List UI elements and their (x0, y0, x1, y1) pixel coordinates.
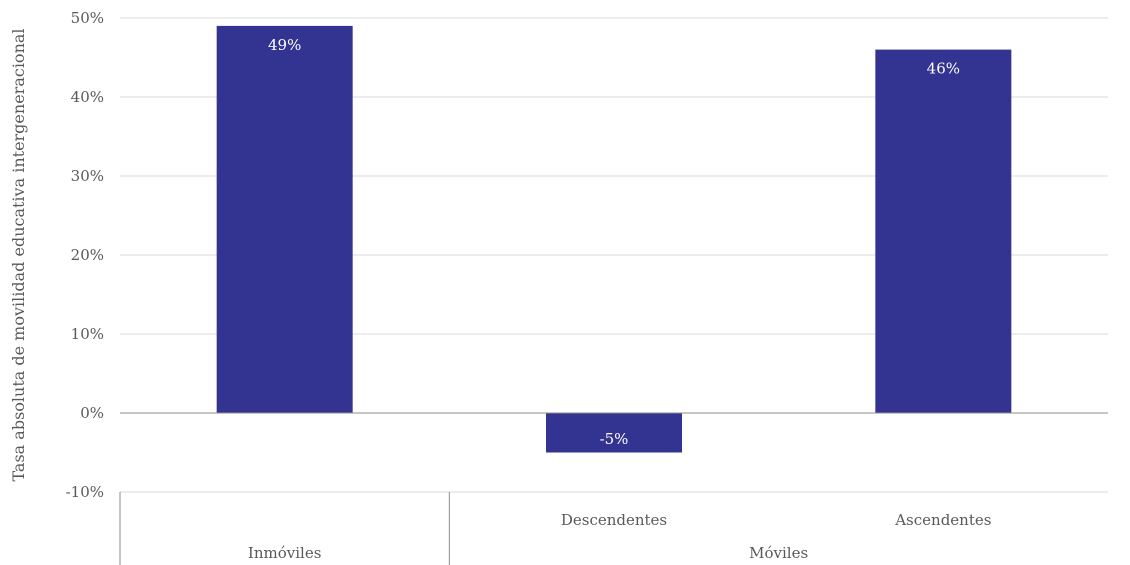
bar (546, 413, 682, 453)
y-tick-label: 20% (71, 246, 104, 264)
data-labels: 49% -5% 46% (268, 36, 960, 448)
y-tick-label: -10% (66, 483, 104, 501)
bar (875, 49, 1012, 413)
data-label: 46% (927, 60, 960, 78)
y-tick-label: 0% (80, 404, 104, 422)
y-tick-label: 10% (71, 325, 104, 343)
bar (216, 25, 353, 414)
category-label: Ascendentes (894, 511, 991, 529)
y-axis-ticks: -10% 0% 10% 20% 30% 40% 50% (66, 9, 104, 501)
data-label: -5% (600, 430, 629, 448)
group-label: Móviles (749, 544, 808, 562)
group-label: Inmóviles (248, 544, 321, 562)
x-axis-categories: Descendentes Ascendentes Inmóviles Móviles (119, 492, 991, 565)
data-label: 49% (268, 36, 301, 54)
y-tick-label: 50% (71, 9, 104, 27)
y-axis-title: Tasa absoluta de movilidad educativa int… (9, 28, 28, 481)
category-label: Descendentes (561, 511, 667, 529)
bars (120, 25, 1108, 453)
y-tick-label: 30% (71, 167, 104, 185)
y-tick-label: 40% (71, 88, 104, 106)
